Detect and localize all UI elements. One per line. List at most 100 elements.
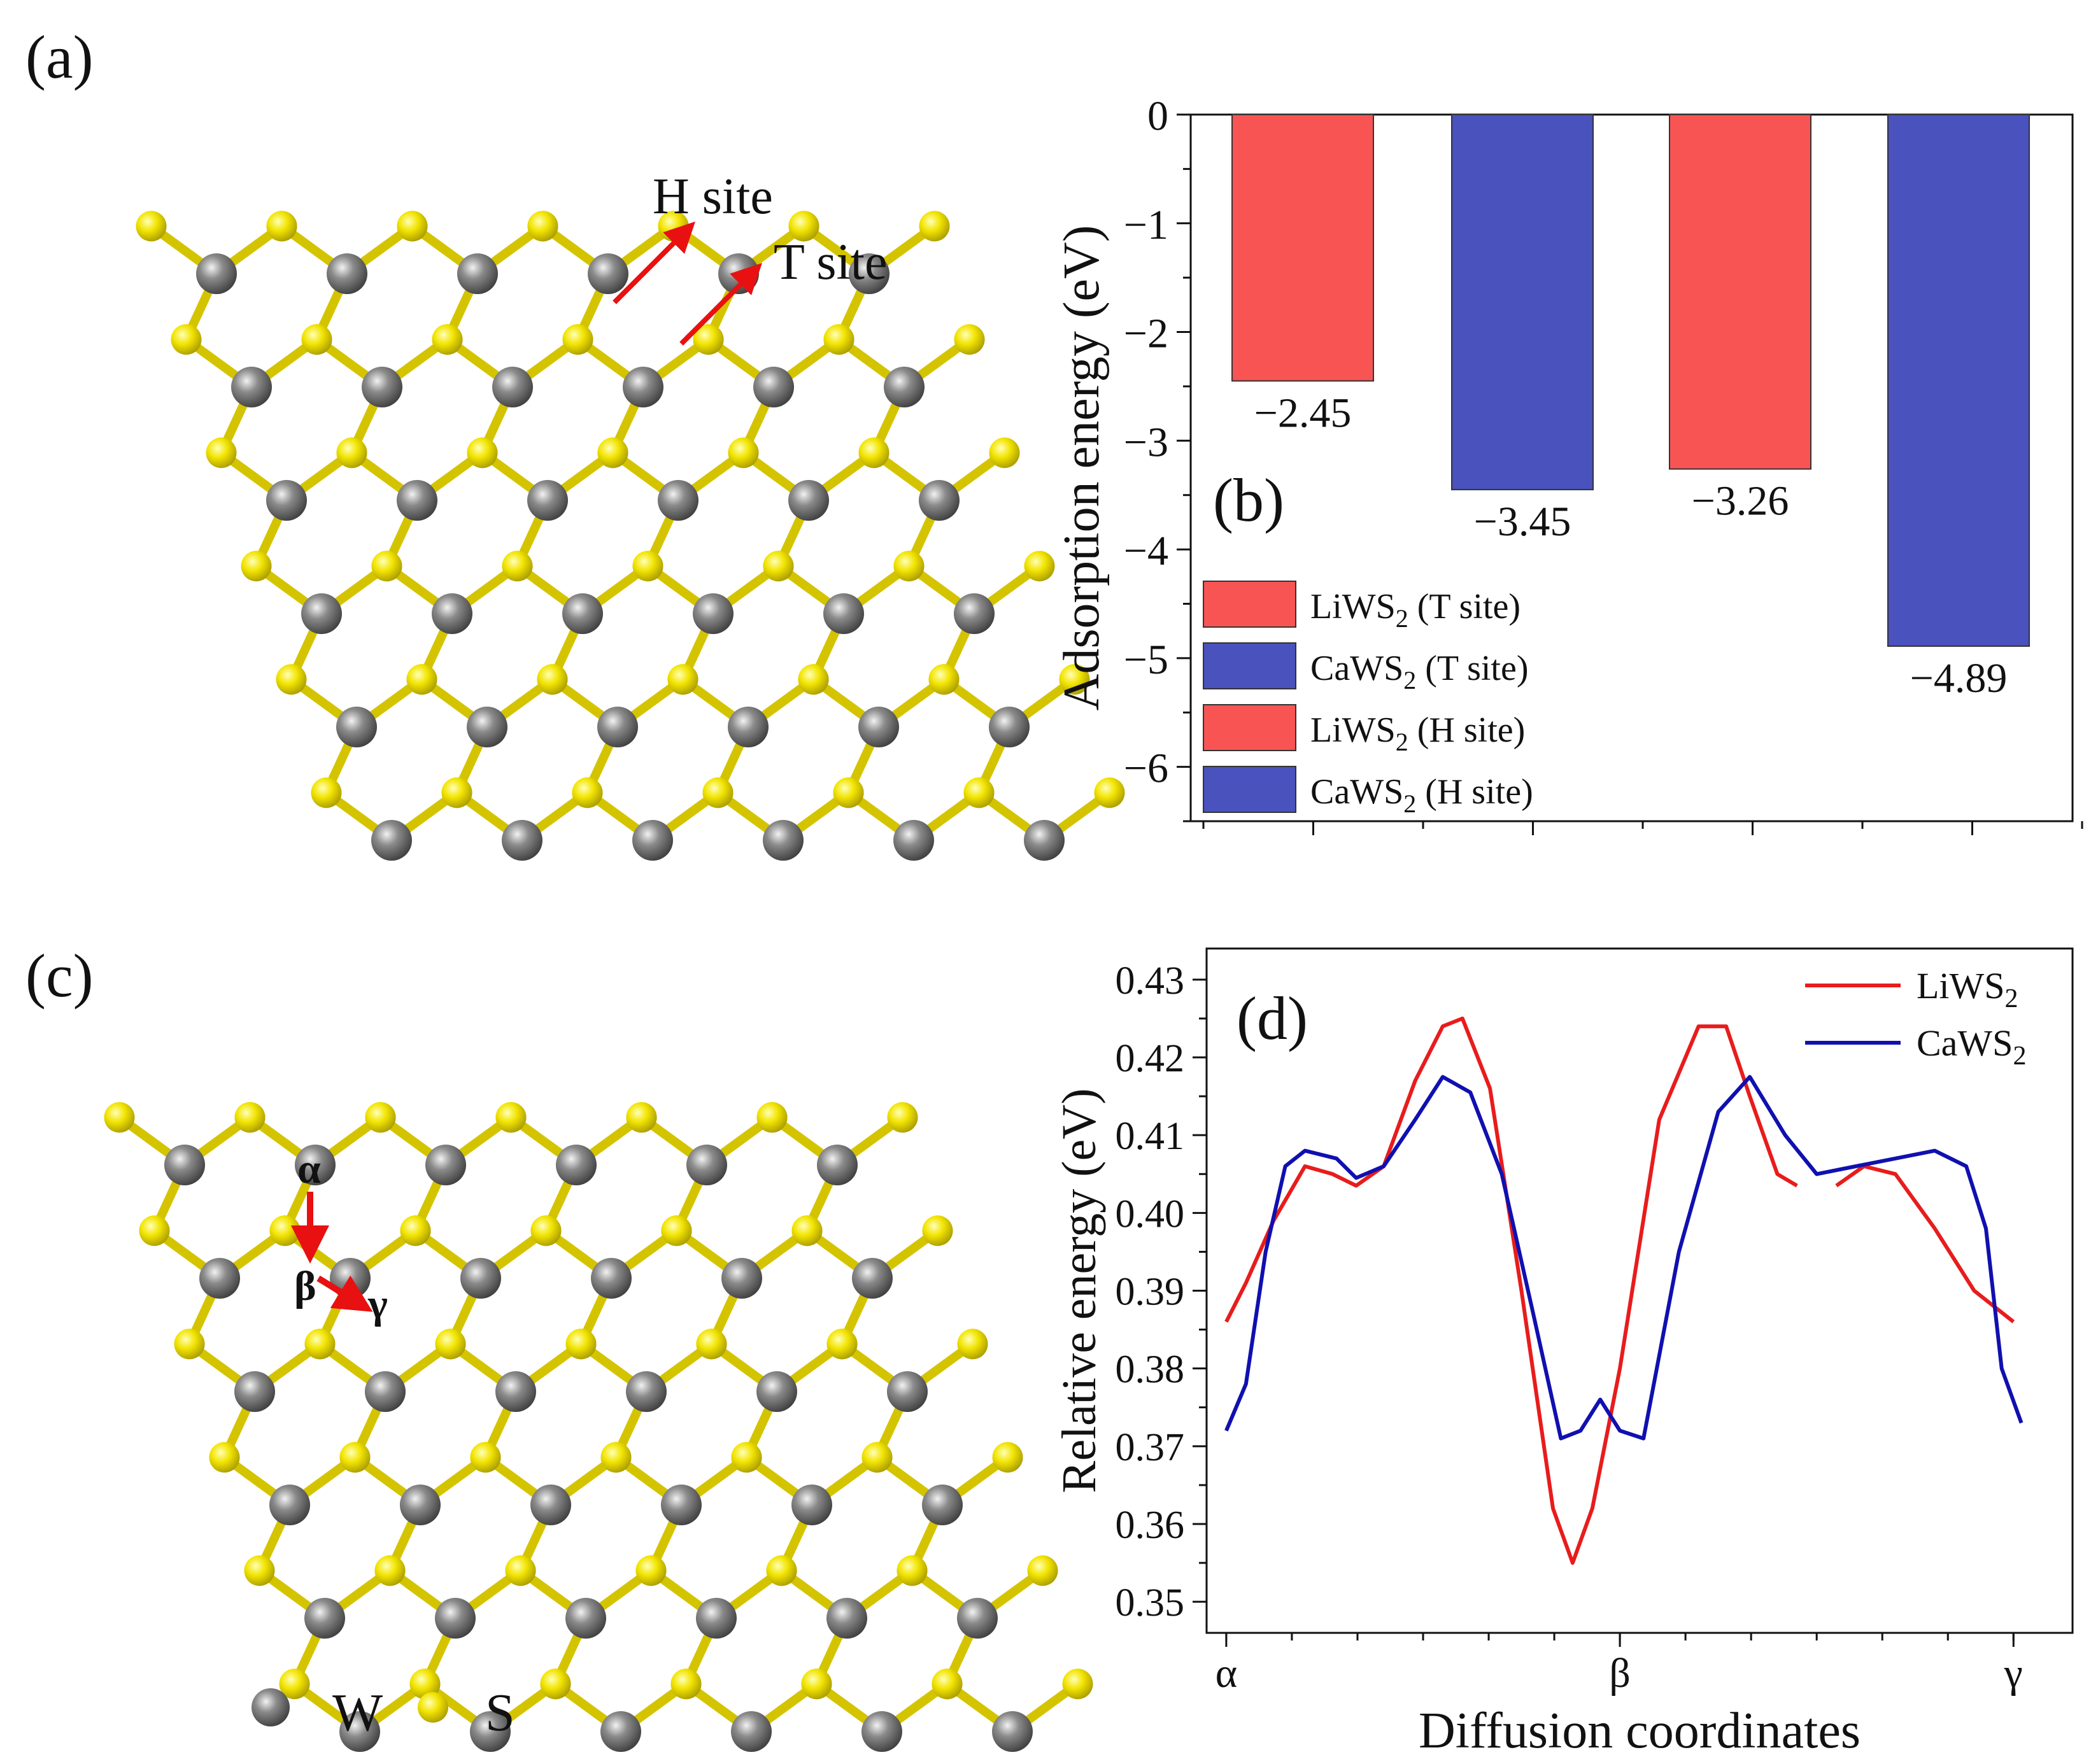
sulfur-atom — [661, 1215, 692, 1246]
tungsten-atom — [199, 1258, 240, 1299]
sulfur-atom — [801, 1669, 832, 1700]
liws2-line — [1224, 1016, 1798, 1565]
sulfur-atom — [932, 1669, 963, 1700]
tungsten-atom — [597, 707, 638, 747]
panel-d-label: (d) — [1237, 984, 1308, 1052]
sulfur-atom — [858, 437, 890, 469]
bar — [1887, 114, 2030, 647]
sulfur-atom — [632, 551, 663, 582]
legend-swatch — [1203, 766, 1296, 813]
y-tick-label: −1 — [1124, 202, 1168, 248]
tungsten-atom — [728, 707, 769, 747]
sulfur-atom — [311, 777, 342, 808]
bar — [1231, 114, 1374, 382]
legend-label: LiWS2 (T site) — [1310, 587, 1520, 633]
x-tick-label: γ — [2004, 1650, 2023, 1697]
sulfur-atom — [409, 1669, 441, 1700]
y-axis-title: Adsorption energy (eV) — [1054, 225, 1110, 711]
y-tick-label: −6 — [1124, 745, 1168, 792]
tungsten-atom — [721, 1258, 762, 1299]
y-tick-label: 0 — [1147, 93, 1168, 139]
tungsten-atom — [763, 820, 804, 861]
y-tick-label: 0.35 — [1116, 1581, 1185, 1625]
beta-label: β — [294, 1263, 316, 1309]
sulfur-atom — [530, 1215, 562, 1246]
sulfur-atom — [470, 1442, 501, 1473]
beta-gamma-arrow — [316, 1275, 373, 1312]
sulfur-atom — [527, 211, 558, 242]
sulfur-atom — [728, 437, 759, 469]
tungsten-atom — [365, 1371, 406, 1412]
sulfur-atom — [374, 1555, 406, 1586]
panel-b-label: (b) — [1213, 466, 1284, 534]
sulfur-atom — [276, 664, 307, 695]
tungsten-atom — [164, 1145, 205, 1185]
y-tick-label: 0.42 — [1116, 1037, 1185, 1080]
sulfur-atom — [244, 1555, 275, 1586]
panel-c: (c) α β γ W S — [25, 942, 1093, 1752]
legend-sub: 2 — [1396, 604, 1408, 633]
x-axis-title: Diffusion coordinates — [1419, 1703, 1861, 1759]
sulfur-atom — [441, 777, 472, 808]
sulfur-atom — [495, 1102, 527, 1133]
tungsten-atom — [336, 707, 377, 747]
legend-sub: 2 — [2013, 1041, 2026, 1071]
sulfur-atom — [467, 437, 498, 469]
tungsten-atom — [852, 1258, 893, 1299]
sulfur-atom — [301, 324, 332, 355]
sulfur-atom — [209, 1442, 240, 1473]
tungsten-atom — [957, 1598, 998, 1639]
sulfur-atom — [371, 551, 402, 582]
sulfur-atom — [406, 664, 437, 695]
legend-tail: (T site) — [1408, 587, 1520, 626]
y-tick-label: 0.39 — [1116, 1271, 1185, 1314]
sulfur-atom — [234, 1102, 266, 1133]
bar-value-label: −3.26 — [1692, 478, 1789, 525]
tungsten-atom — [400, 1485, 441, 1525]
sulfur-atom — [702, 777, 734, 808]
sulfur-atom — [1059, 664, 1090, 695]
tungsten-atom — [527, 480, 568, 521]
tungsten-atom — [661, 1485, 702, 1525]
tungsten-atom — [826, 1598, 867, 1639]
sulfur-atom — [1094, 777, 1125, 808]
tungsten-atom — [887, 1371, 928, 1412]
tungsten-atom — [425, 1145, 466, 1185]
sulfur-atom — [635, 1555, 667, 1586]
sulfur-atom — [1024, 551, 1055, 582]
tungsten-atom — [502, 820, 542, 861]
tungsten-atom — [696, 1598, 737, 1639]
bar — [1669, 114, 1811, 470]
legend-label: CaWS2 (T site) — [1310, 649, 1528, 695]
tungsten-atom — [623, 367, 663, 407]
h-site-arrow — [613, 222, 695, 304]
sulfur-atom — [397, 211, 428, 242]
sulfur-atom — [339, 1442, 371, 1473]
alpha-label: α — [297, 1146, 321, 1192]
tungsten-atom — [989, 707, 1030, 747]
sulfur-atom — [798, 664, 829, 695]
caws2-line — [1224, 1075, 2024, 1441]
tungsten-atom — [467, 707, 507, 747]
y-tick-label: −4 — [1124, 528, 1168, 574]
tungsten-atom — [849, 253, 890, 294]
x-tick-label: β — [1609, 1650, 1631, 1697]
legend-label: CaWS2 (H site) — [1310, 772, 1533, 818]
tungsten-atom — [495, 1371, 536, 1412]
sulfur-atom — [861, 1442, 893, 1473]
sulfur-atom — [791, 1215, 823, 1246]
panel-c-lattice — [104, 1102, 1093, 1752]
tungsten-atom — [470, 1711, 511, 1752]
sulfur-legend-icon — [418, 1692, 448, 1723]
sulfur-atom — [572, 777, 603, 808]
legend-sub: 2 — [2005, 984, 2018, 1013]
sulfur-atom — [696, 1329, 727, 1360]
tungsten-atom — [588, 253, 628, 294]
tungsten-atom — [556, 1145, 597, 1185]
sulfur-atom — [1027, 1555, 1058, 1586]
legend-swatch — [1203, 581, 1296, 628]
bar-value-label: −3.45 — [1474, 498, 1571, 545]
tungsten-atom — [530, 1485, 571, 1525]
tungsten-atom — [269, 1485, 310, 1525]
